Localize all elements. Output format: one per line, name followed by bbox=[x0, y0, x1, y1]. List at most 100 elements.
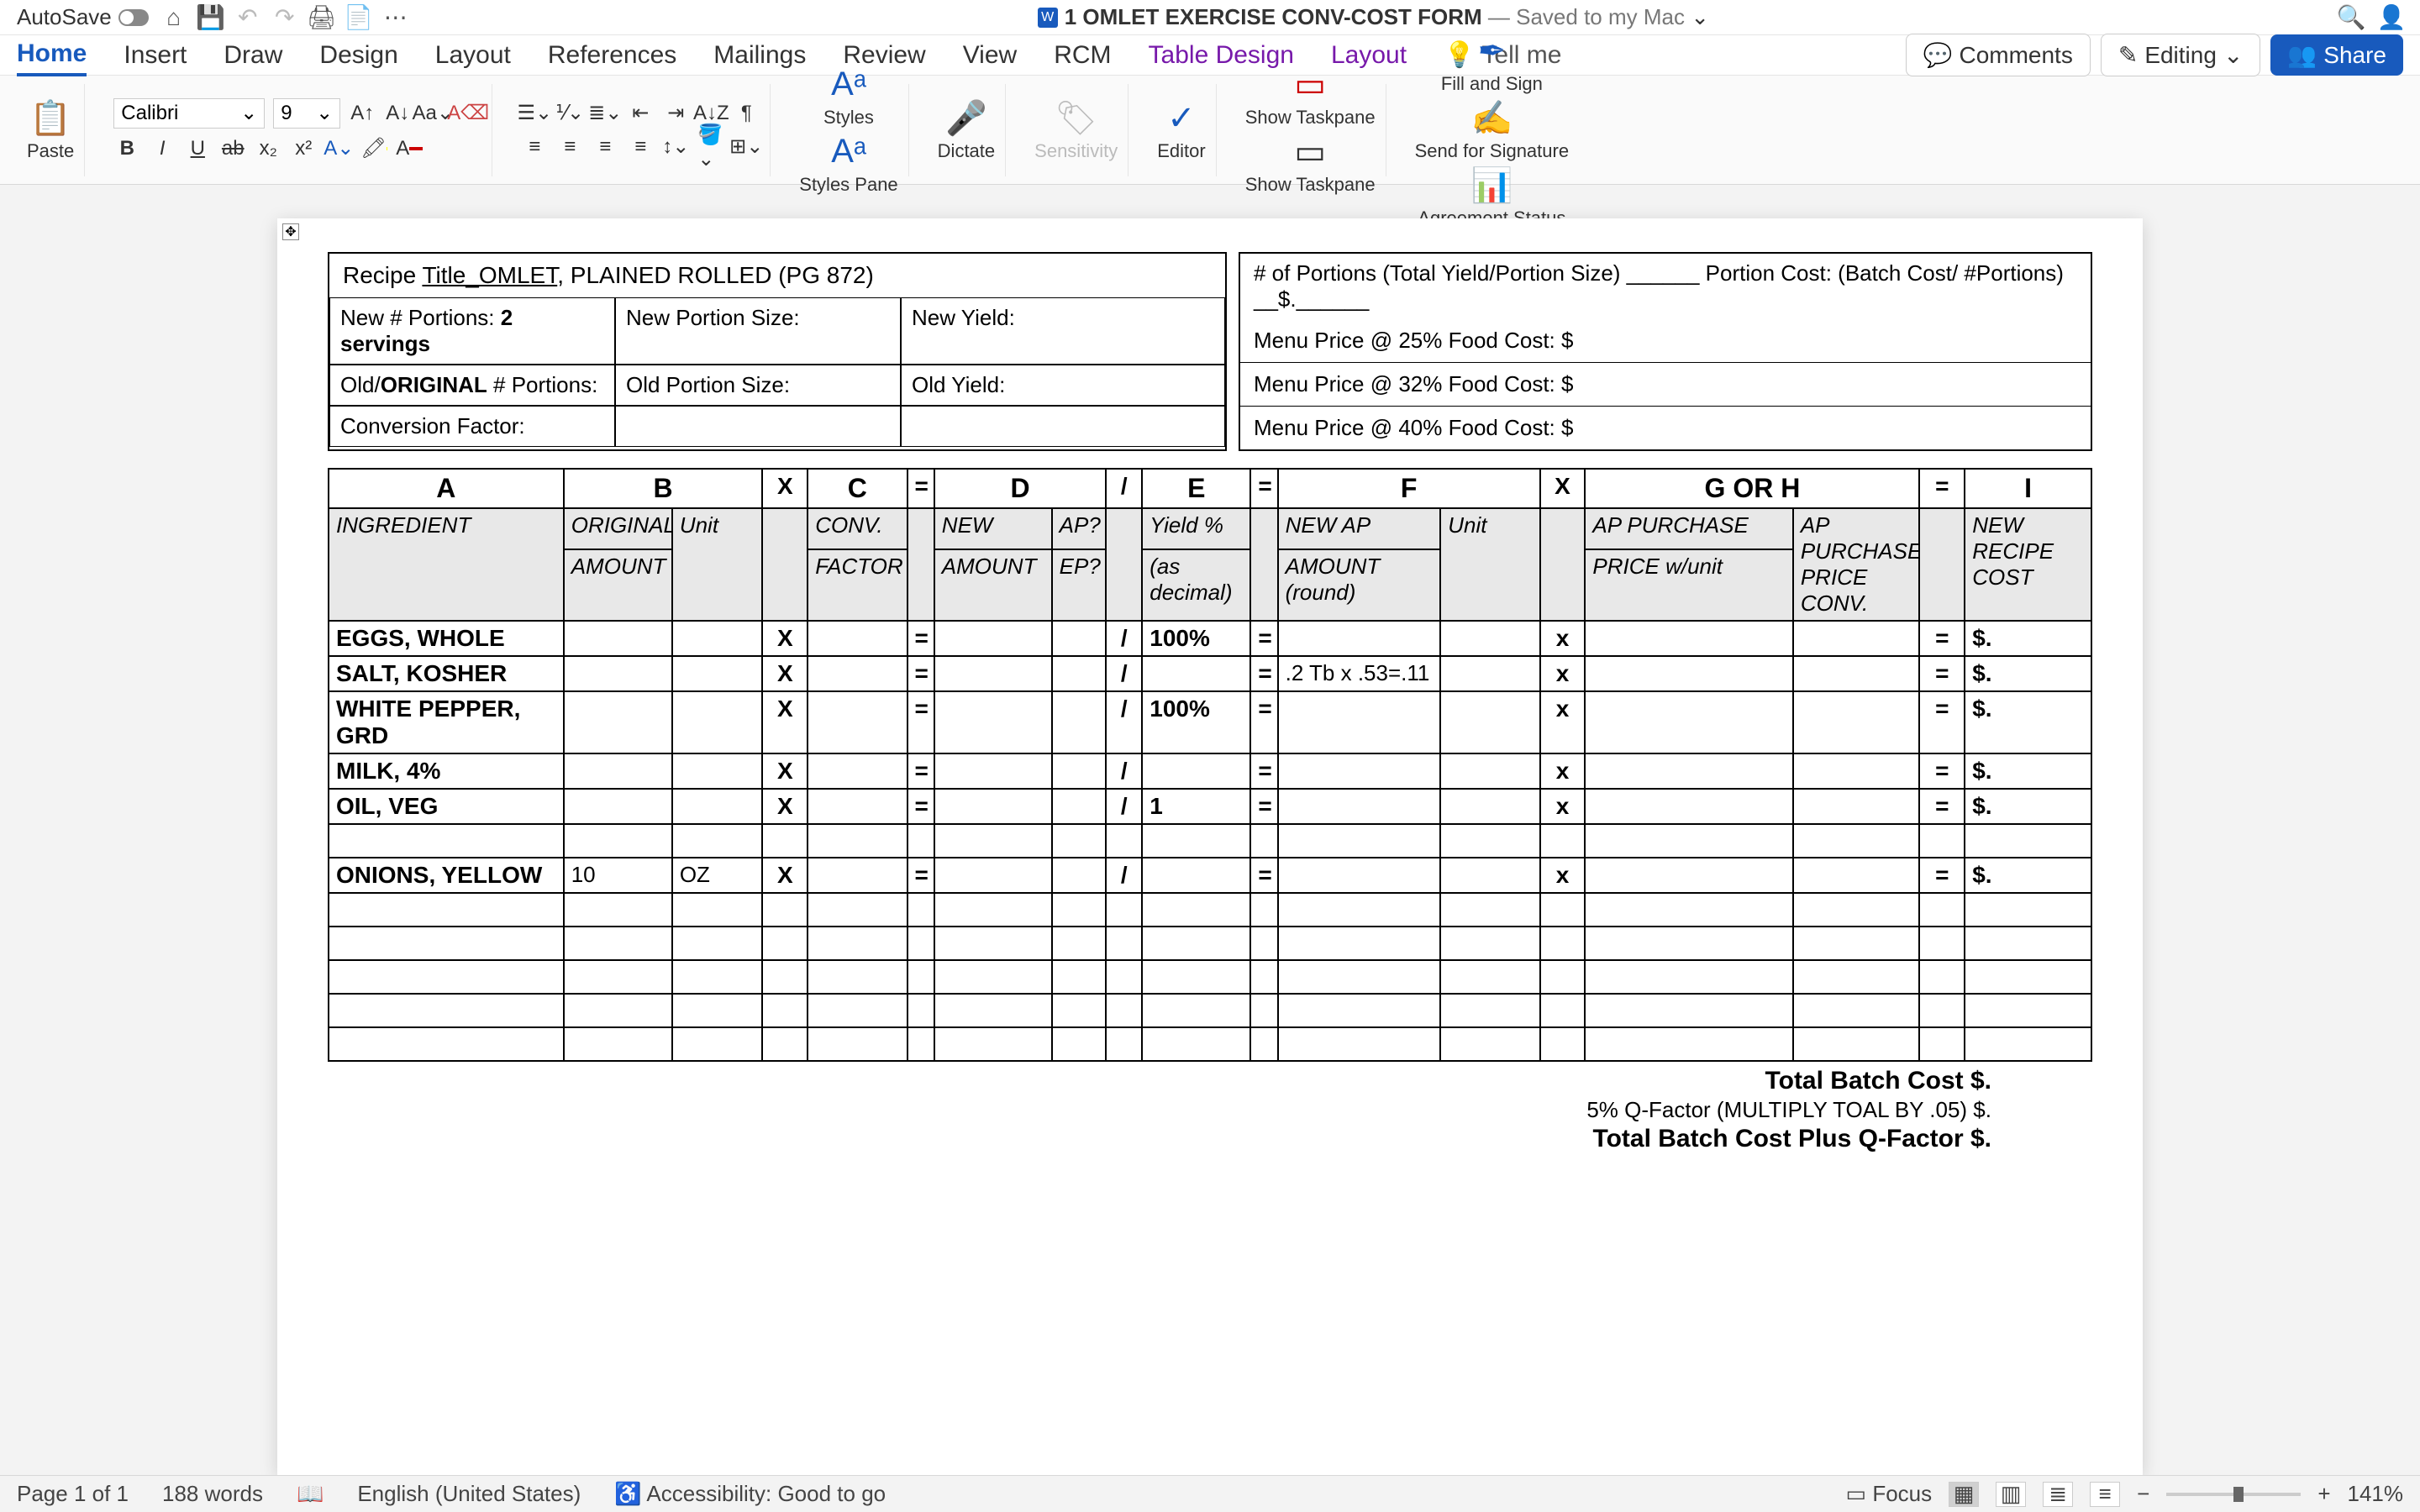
align-left-icon[interactable]: ≡ bbox=[521, 134, 548, 160]
redo-icon[interactable]: ↷ bbox=[273, 6, 297, 29]
fill-sign-button[interactable]: ✒Fill and Sign bbox=[1441, 31, 1543, 95]
multilevel-icon[interactable]: ≣⌄ bbox=[592, 100, 618, 127]
editor-group: ✓Editor bbox=[1147, 84, 1216, 176]
old-portions-cell: Old/ORIGINAL # Portions: bbox=[329, 365, 615, 406]
zoom-slider[interactable] bbox=[2166, 1493, 2301, 1496]
align-right-icon[interactable]: ≡ bbox=[592, 134, 618, 160]
web-layout-view[interactable]: ▥ bbox=[1996, 1482, 2026, 1507]
highlight-icon[interactable]: 🖍 bbox=[360, 135, 387, 162]
font-name-select[interactable]: Calibri⌄ bbox=[113, 98, 265, 129]
tab-mailings[interactable]: Mailings bbox=[713, 36, 806, 75]
show-taskpane2-button[interactable]: ▭Show Taskpane bbox=[1245, 132, 1376, 196]
bullets-icon[interactable]: ☰⌄ bbox=[521, 100, 548, 127]
focus-button[interactable]: ▭ Focus bbox=[1846, 1481, 1933, 1507]
page-status[interactable]: Page 1 of 1 bbox=[17, 1481, 129, 1507]
paste-button[interactable]: 📋 Paste bbox=[27, 98, 74, 162]
tab-rcm[interactable]: RCM bbox=[1054, 36, 1111, 75]
taskpane1-icon: ▭ bbox=[1290, 65, 1330, 105]
more-icon[interactable]: ⋯ bbox=[384, 6, 408, 29]
new-portions-cell: New # Portions: 2 servings bbox=[329, 297, 615, 365]
subscript-button[interactable]: x₂ bbox=[255, 135, 281, 162]
title-chevron[interactable]: ⌄ bbox=[1691, 4, 1709, 29]
strike-button[interactable]: ab bbox=[219, 135, 246, 162]
draft-view[interactable]: ≡ bbox=[2090, 1482, 2120, 1507]
zoom-thumb[interactable] bbox=[2233, 1487, 2244, 1502]
send-sig-button[interactable]: ✍Send for Signature bbox=[1415, 98, 1569, 162]
zoom-out-icon[interactable]: − bbox=[2137, 1481, 2149, 1507]
account-icon[interactable]: 👤 bbox=[2380, 6, 2403, 29]
print-layout-view[interactable]: ▦ bbox=[1949, 1482, 1979, 1507]
blank-row bbox=[329, 1027, 2091, 1061]
taskpane-group: ▭Show Taskpane ▭Show Taskpane bbox=[1235, 84, 1386, 176]
print-icon[interactable]: 🖨 bbox=[310, 6, 334, 29]
status-bar: Page 1 of 1 188 words 📖 English (United … bbox=[0, 1475, 2420, 1512]
justify-icon[interactable]: ≡ bbox=[627, 134, 654, 160]
change-case-icon[interactable]: Aa⌄ bbox=[419, 100, 446, 127]
show-taskpane1-button[interactable]: ▭Show Taskpane bbox=[1245, 65, 1376, 129]
superscript-button[interactable]: x² bbox=[290, 135, 317, 162]
styles-button[interactable]: AᵃStyles bbox=[823, 65, 874, 129]
export-icon[interactable]: 📄 bbox=[347, 6, 371, 29]
styles-pane-button[interactable]: AᵃStyles Pane bbox=[799, 132, 897, 196]
search-icon[interactable]: 🔍 bbox=[2339, 6, 2363, 29]
indent-icon[interactable]: ⇥ bbox=[662, 100, 689, 127]
numbering-icon[interactable]: ⅟⌄ bbox=[556, 100, 583, 127]
outline-view[interactable]: ≣ bbox=[2043, 1482, 2073, 1507]
clear-format-icon[interactable]: A⌫ bbox=[455, 100, 481, 127]
spell-icon[interactable]: 📖 bbox=[297, 1481, 324, 1507]
page[interactable]: ✥ Recipe Title_OMLET, PLAINED ROLLED (PG… bbox=[277, 218, 2143, 1475]
tab-references[interactable]: References bbox=[548, 36, 676, 75]
sensitivity-button[interactable]: 🏷Sensitivity bbox=[1034, 98, 1118, 162]
grow-font-icon[interactable]: A↑ bbox=[349, 100, 376, 127]
editing-button[interactable]: ✎Editing⌄ bbox=[2101, 34, 2261, 76]
home-icon[interactable]: ⌂ bbox=[162, 6, 186, 29]
tab-layout[interactable]: Layout bbox=[435, 36, 511, 75]
borders-icon[interactable]: ⊞⌄ bbox=[733, 134, 760, 160]
styles-label: Styles bbox=[823, 107, 874, 129]
editor-button[interactable]: ✓Editor bbox=[1157, 98, 1205, 162]
font-size-select[interactable]: 9⌄ bbox=[273, 98, 340, 129]
comments-button[interactable]: 💬Comments bbox=[1906, 34, 2091, 76]
zoom-in-icon[interactable]: + bbox=[2317, 1481, 2330, 1507]
table-handle-icon[interactable]: ✥ bbox=[282, 223, 299, 240]
tab-draw[interactable]: Draw bbox=[224, 36, 282, 75]
old-bold: ORIGINAL bbox=[381, 372, 487, 397]
accessibility-status[interactable]: ♿ Accessibility: Good to go bbox=[614, 1481, 886, 1507]
tab-insert[interactable]: Insert bbox=[124, 36, 187, 75]
word-doc-icon: W bbox=[1038, 8, 1058, 28]
ribbon: 📋 Paste Calibri⌄ 9⌄ A↑ A↓ Aa⌄ A⌫ B I U a… bbox=[0, 76, 2420, 185]
autosave-toggle[interactable]: AutoSave bbox=[17, 4, 149, 30]
h-e: E bbox=[1142, 469, 1250, 508]
table-row: WHITE PEPPER, GRDX=/100%=x=$. bbox=[329, 691, 2091, 753]
tab-design[interactable]: Design bbox=[319, 36, 397, 75]
table-row: ONIONS, YELLOW10OZX=/=x=$. bbox=[329, 858, 2091, 893]
taskpane1-label: Show Taskpane bbox=[1245, 107, 1376, 129]
toggle-switch[interactable] bbox=[118, 9, 149, 26]
send-sig-label: Send for Signature bbox=[1415, 140, 1569, 162]
font-color-icon[interactable]: A bbox=[396, 135, 423, 162]
text-effects-icon[interactable]: A⌄ bbox=[325, 135, 352, 162]
language-status[interactable]: English (United States) bbox=[357, 1481, 581, 1507]
dictate-button[interactable]: 🎤Dictate bbox=[938, 98, 995, 162]
tab-home[interactable]: Home bbox=[17, 34, 87, 76]
bold-button[interactable]: B bbox=[113, 135, 140, 162]
underline-button[interactable]: U bbox=[184, 135, 211, 162]
voice-group: 🎤Dictate bbox=[928, 84, 1006, 176]
outdent-icon[interactable]: ⇤ bbox=[627, 100, 654, 127]
shrink-font-icon[interactable]: A↓ bbox=[384, 100, 411, 127]
italic-button[interactable]: I bbox=[149, 135, 176, 162]
word-count[interactable]: 188 words bbox=[162, 1481, 263, 1507]
align-center-icon[interactable]: ≡ bbox=[556, 134, 583, 160]
show-marks-icon[interactable]: ¶ bbox=[733, 100, 760, 127]
total-batch-cost: Total Batch Cost $. bbox=[328, 1067, 1991, 1095]
tab-view[interactable]: View bbox=[963, 36, 1017, 75]
share-button[interactable]: 👥Share bbox=[2270, 34, 2403, 76]
shading-icon[interactable]: 🪣⌄ bbox=[697, 134, 724, 160]
menu-32: Menu Price @ 32% Food Cost: $ bbox=[1240, 362, 2091, 406]
zoom-percent[interactable]: 141% bbox=[2348, 1481, 2404, 1507]
sensitivity-label: Sensitivity bbox=[1034, 140, 1118, 162]
new-yield-cell: New Yield: bbox=[901, 297, 1225, 365]
line-spacing-icon[interactable]: ↕⌄ bbox=[662, 134, 689, 160]
save-icon[interactable]: 💾 bbox=[199, 6, 223, 29]
undo-icon[interactable]: ↶ bbox=[236, 6, 260, 29]
